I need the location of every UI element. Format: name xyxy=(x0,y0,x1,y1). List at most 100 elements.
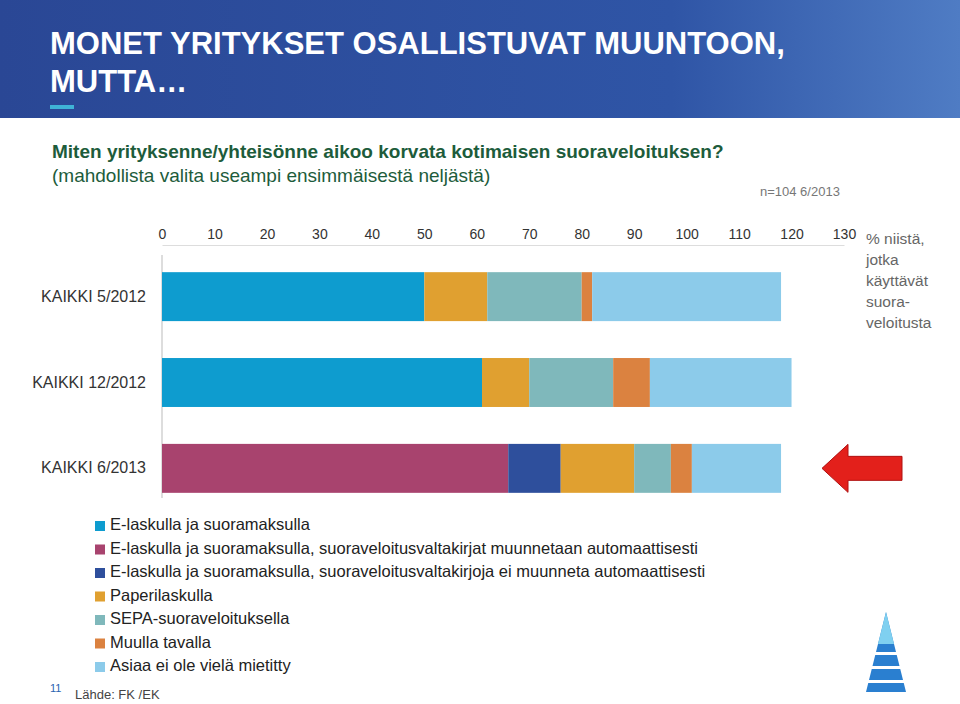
legend-label: E-laskulla ja suoramaksulla, suoraveloit… xyxy=(110,562,705,580)
bar-segment xyxy=(634,444,671,493)
legend-swatch xyxy=(95,568,105,578)
x-tick: 120 xyxy=(780,226,804,245)
highlight-arrow xyxy=(822,444,902,492)
y-tick-label: KAIKKI 12/2012 xyxy=(32,374,146,391)
x-tick-label: 80 xyxy=(574,226,590,242)
x-tick-label: 60 xyxy=(469,226,485,242)
x-axis-label-line: suora- xyxy=(866,293,910,310)
bar-segment xyxy=(582,272,592,321)
legend-item: E-laskulla ja suoramaksulla, suoraveloit… xyxy=(95,539,698,557)
legend-item: Asiaa ei ole vielä mietitty xyxy=(95,656,291,674)
legend-item: Paperilaskulla xyxy=(95,586,214,604)
legend-label: E-laskulla ja suoramaksulla, suoraveloit… xyxy=(110,539,698,557)
x-tick: 10 xyxy=(207,226,223,245)
chart-root: MONET YRITYKSET OSALLISTUVAT MUUNTOON,MU… xyxy=(0,0,960,704)
source: Lähde: FK /EK xyxy=(75,687,160,702)
x-tick-label: 0 xyxy=(159,226,167,242)
x-tick: 60 xyxy=(469,226,485,245)
y-tick-label: KAIKKI 6/2013 xyxy=(41,459,146,476)
logo-stripe xyxy=(866,680,906,683)
legend-swatch xyxy=(95,592,105,602)
legend-item: SEPA-suoraveloituksella xyxy=(95,609,290,627)
x-tick-label: 10 xyxy=(207,226,223,242)
subtitle: Miten yrityksenne/yhteisönne aikoo korva… xyxy=(52,141,724,162)
legend-swatch xyxy=(95,545,105,555)
x-axis-label-line: jotka xyxy=(865,251,899,268)
header-banner xyxy=(0,0,960,118)
logo xyxy=(866,612,906,692)
x-tick-label: 110 xyxy=(728,226,751,242)
legend: E-laskulla ja suoramaksulla E-laskulla ja… xyxy=(95,515,705,674)
bar-segment xyxy=(162,444,508,493)
page-number: 11 xyxy=(50,682,61,694)
x-tick-label: 100 xyxy=(675,226,699,242)
legend-item: E-laskulla ja suoramaksulla xyxy=(95,515,311,533)
bar-segment xyxy=(613,358,650,407)
y-axis: KAIKKI 5/2012 KAIKKI 12/2012 KAIKKI 6/2013 xyxy=(32,255,162,498)
logo-shape xyxy=(866,612,906,692)
series xyxy=(592,272,791,493)
x-tick: 90 xyxy=(627,226,643,245)
title: MONET YRITYKSET OSALLISTUVAT MUUNTOON,MU… xyxy=(50,26,785,99)
legend-swatch xyxy=(95,615,105,625)
x-axis-label: % niistä, jotka käyttävät suora-veloitusta xyxy=(865,230,932,331)
x-tick-label: 40 xyxy=(365,226,381,242)
y-tick-label: KAIKKI 5/2012 xyxy=(41,288,146,305)
logo-stripe xyxy=(866,666,906,669)
legend-swatch xyxy=(95,639,105,649)
legend-label: E-laskulla ja suoramaksulla xyxy=(110,515,311,533)
x-axis: 0 10 20 30 40 50 60 70 80 90 100 110 120 130 xyxy=(159,226,857,246)
series xyxy=(162,444,508,493)
bar-segment xyxy=(508,444,560,493)
x-tick: 100 xyxy=(675,226,699,245)
legend-label: Paperilaskulla xyxy=(110,586,214,604)
x-tick-label: 50 xyxy=(417,226,433,242)
logo-stripe xyxy=(866,652,906,655)
bar-segment xyxy=(671,444,692,493)
bar-segment xyxy=(529,358,613,407)
bar-segment xyxy=(487,272,581,321)
x-tick: 20 xyxy=(260,226,276,245)
bar-segment xyxy=(424,272,487,321)
x-tick: 40 xyxy=(365,226,381,245)
legend-item: Muulla tavalla xyxy=(95,633,212,651)
legend-swatch xyxy=(95,662,105,672)
x-tick: 70 xyxy=(522,226,538,245)
x-tick-label: 90 xyxy=(627,226,643,242)
x-axis-label-line: käyttävät xyxy=(866,272,929,289)
bar-segment xyxy=(162,272,424,321)
bar-segment xyxy=(650,358,792,407)
sample-note: n=104 6/2013 xyxy=(760,184,840,199)
x-tick: 30 xyxy=(312,226,328,245)
x-axis-label-line: % niistä, xyxy=(866,230,925,247)
x-tick: 110 xyxy=(728,226,751,245)
x-tick: 80 xyxy=(574,226,590,245)
bar-segment xyxy=(162,358,482,407)
bars xyxy=(162,272,792,493)
bar-segment xyxy=(561,444,634,493)
bar-segment xyxy=(692,444,781,493)
y-tick: KAIKKI 12/2012 xyxy=(32,374,162,391)
x-tick-label: 30 xyxy=(312,226,328,242)
series xyxy=(508,444,560,493)
x-tick: 50 xyxy=(417,226,433,245)
legend-label: Muulla tavalla xyxy=(110,633,212,651)
logo-shape xyxy=(878,612,894,644)
x-tick-label: 70 xyxy=(522,226,538,242)
legend-label: Asiaa ei ole vielä mietitty xyxy=(110,656,291,674)
subtitle: (mahdollista valita useampi ensimmäisest… xyxy=(52,165,490,186)
x-tick-label: 120 xyxy=(780,226,804,242)
x-axis-line xyxy=(163,245,845,246)
header-accent xyxy=(50,105,74,109)
bar-segment xyxy=(592,272,781,321)
legend-item: E-laskulla ja suoramaksulla, suoraveloit… xyxy=(95,562,705,580)
y-tick: KAIKKI 5/2012 xyxy=(41,288,162,305)
arrow-shape xyxy=(822,444,902,492)
x-tick-label: 20 xyxy=(260,226,276,242)
legend-swatch xyxy=(95,521,105,531)
y-tick: KAIKKI 6/2013 xyxy=(41,459,162,476)
x-tick: 130 xyxy=(833,226,857,245)
bar-segment xyxy=(482,358,529,407)
x-axis-label-line: veloitusta xyxy=(866,314,932,331)
x-tick-label: 130 xyxy=(833,226,857,242)
